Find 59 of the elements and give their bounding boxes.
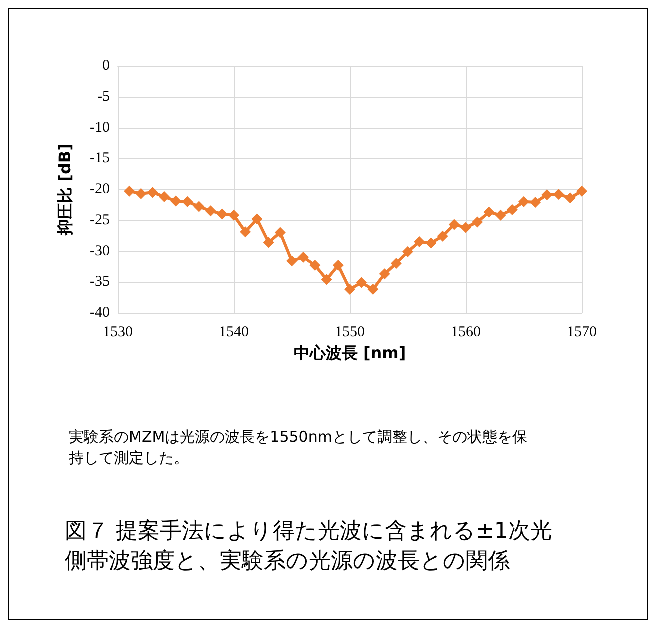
point [542, 190, 553, 201]
point [240, 226, 252, 238]
point [216, 208, 228, 220]
y-tick-label: -30 [90, 243, 110, 260]
point [576, 186, 588, 197]
point [205, 206, 216, 217]
point [158, 191, 170, 202]
point [437, 230, 448, 242]
point [379, 268, 390, 280]
figure-frame: 抑圧比 [dB] 中心波長 [nm] -40 -35 -30 -25 -20 -15 -10 -5 0 1530 1540 1550 1560 1570 実験系のMZMは光源の波長を1550nmとして調整し、その状態を保持して測定した。 図７ 提案手法により得た光波に含まれる±1次光側帯波強度と、実験系の光源の波長との関係 [8, 8, 648, 620]
point [286, 256, 298, 267]
point [518, 196, 530, 208]
y-tick-label: -40 [90, 305, 110, 321]
x-tick-label: 1570 [567, 324, 597, 340]
point [484, 206, 495, 218]
point [426, 238, 437, 249]
point [564, 192, 576, 204]
point [356, 277, 368, 288]
point [472, 216, 484, 228]
x-axis-title: 中心波長 [nm] [294, 343, 406, 362]
point [274, 227, 286, 238]
y-tick-label: -25 [90, 212, 110, 228]
y-tick-label: -5 [98, 88, 110, 105]
point [182, 196, 194, 208]
caption: 図７ 提案手法により得た光波に含まれる±1次光側帯波強度と、実験系の光源の波長との関係 [65, 518, 554, 576]
point [252, 214, 263, 225]
point [390, 258, 402, 270]
point [414, 236, 426, 248]
point [228, 210, 240, 221]
point [298, 252, 310, 263]
point [136, 188, 147, 200]
point [194, 201, 205, 212]
point [147, 187, 158, 198]
point [506, 204, 518, 216]
text: 実験系のMZMは光源の波長を1550nmとして調整し、その状態を保持して測定した。 [69, 427, 528, 469]
point [495, 210, 506, 221]
y-tick-label: -35 [90, 274, 110, 290]
point [368, 284, 379, 296]
point [553, 188, 564, 200]
y-axis-title: 抑圧比 [dB] [56, 144, 74, 236]
point [310, 260, 321, 271]
y-tick-label: -15 [90, 150, 110, 167]
y-tick-label: 0 [102, 58, 110, 74]
point [448, 219, 460, 230]
point [332, 260, 344, 271]
point [321, 274, 332, 286]
point [170, 196, 182, 207]
y-tick-label: -10 [90, 120, 110, 136]
x-tick-label: 1560 [451, 324, 481, 340]
point [124, 186, 136, 197]
point [460, 222, 472, 234]
x-tick-label: 1550 [335, 324, 365, 340]
point [402, 246, 414, 258]
point [263, 237, 274, 248]
x-tick-label: 1530 [103, 324, 133, 340]
y-tick-label: -20 [90, 182, 110, 198]
point [530, 196, 542, 208]
point [344, 284, 356, 296]
x-tick-label: 1540 [219, 324, 249, 340]
